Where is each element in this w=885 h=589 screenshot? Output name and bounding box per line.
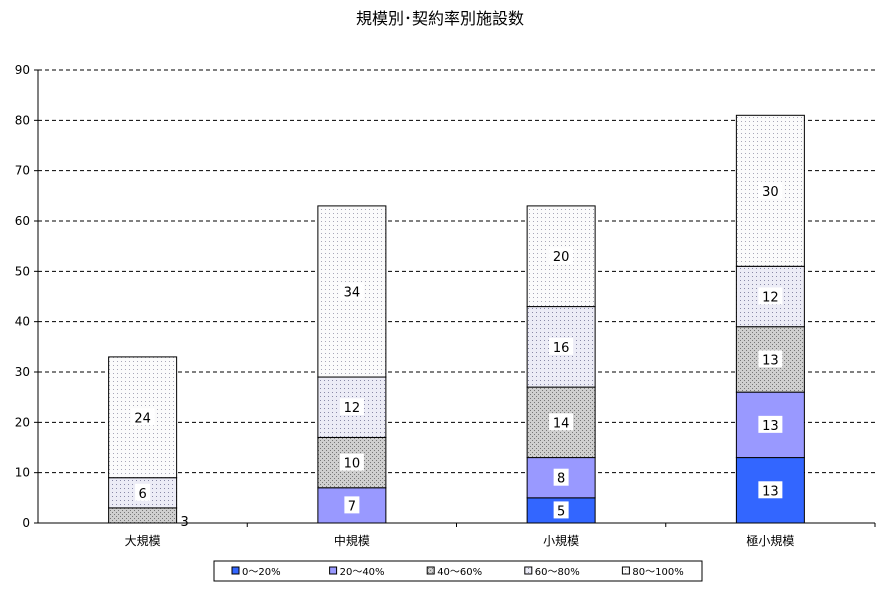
y-tick-label: 80 [15,113,30,127]
data-label: 24 [134,411,151,426]
data-label-box [344,496,360,514]
chart-title: 規模別･契約率別施設数 [356,9,524,28]
legend-label: 40～60% [437,567,482,578]
data-label-box [549,413,574,431]
data-label-box [549,337,574,355]
legend-swatch [231,566,240,575]
data-label-box [339,282,364,300]
y-tick-label: 30 [15,365,30,379]
y-tick-label: 10 [15,466,30,480]
legend-label: 80～100% [632,567,683,578]
y-tick-label: 70 [15,164,30,178]
y-tick-label: 50 [15,264,30,278]
bar-segment [735,265,805,328]
data-label-box [758,415,783,433]
data-label: 13 [762,353,779,368]
data-label: 13 [762,484,779,499]
data-label-box [549,247,574,265]
data-label: 20 [553,250,570,265]
legend-swatch [329,566,338,575]
data-label-box [758,350,783,368]
data-label-box [135,483,151,501]
data-label: 10 [344,457,361,472]
legend-label: 60～80% [535,567,580,578]
y-tick-label: 40 [15,315,30,329]
data-label-box [130,408,155,426]
legend [213,560,703,582]
category-label: 極小規模 [746,533,794,548]
y-tick-label: 0 [22,516,30,530]
data-label-box [339,453,364,471]
data-label: 12 [344,401,361,416]
category-label: 大規模 [125,533,161,548]
data-label: 34 [344,285,361,300]
data-label: 12 [762,291,779,306]
legend-swatch [524,566,533,575]
bar-segment [526,457,596,499]
y-tick-label: 60 [15,214,30,228]
data-label-box [553,468,569,486]
y-tick-label: 90 [15,63,30,77]
legend-label: 0～20% [242,567,281,578]
legend-swatch [621,566,630,575]
category-label: 小規模 [543,533,579,548]
data-label: 14 [553,416,570,431]
data-label-box [339,398,364,416]
bar-segment [108,507,178,524]
data-label: 5 [557,504,565,519]
data-label: 6 [138,487,146,502]
data-label: 13 [762,419,779,434]
data-label-box [758,181,783,199]
data-label: 30 [762,185,779,200]
legend-swatch [426,566,435,575]
legend-label: 20～40% [340,567,385,578]
category-label: 中規模 [334,533,370,548]
data-label-box [758,287,783,305]
data-label: 16 [553,341,570,356]
data-label: 7 [348,499,356,514]
data-label-box [758,481,783,499]
data-label: 8 [557,472,565,487]
y-tick-label: 20 [15,415,30,429]
data-label-box [553,501,569,519]
